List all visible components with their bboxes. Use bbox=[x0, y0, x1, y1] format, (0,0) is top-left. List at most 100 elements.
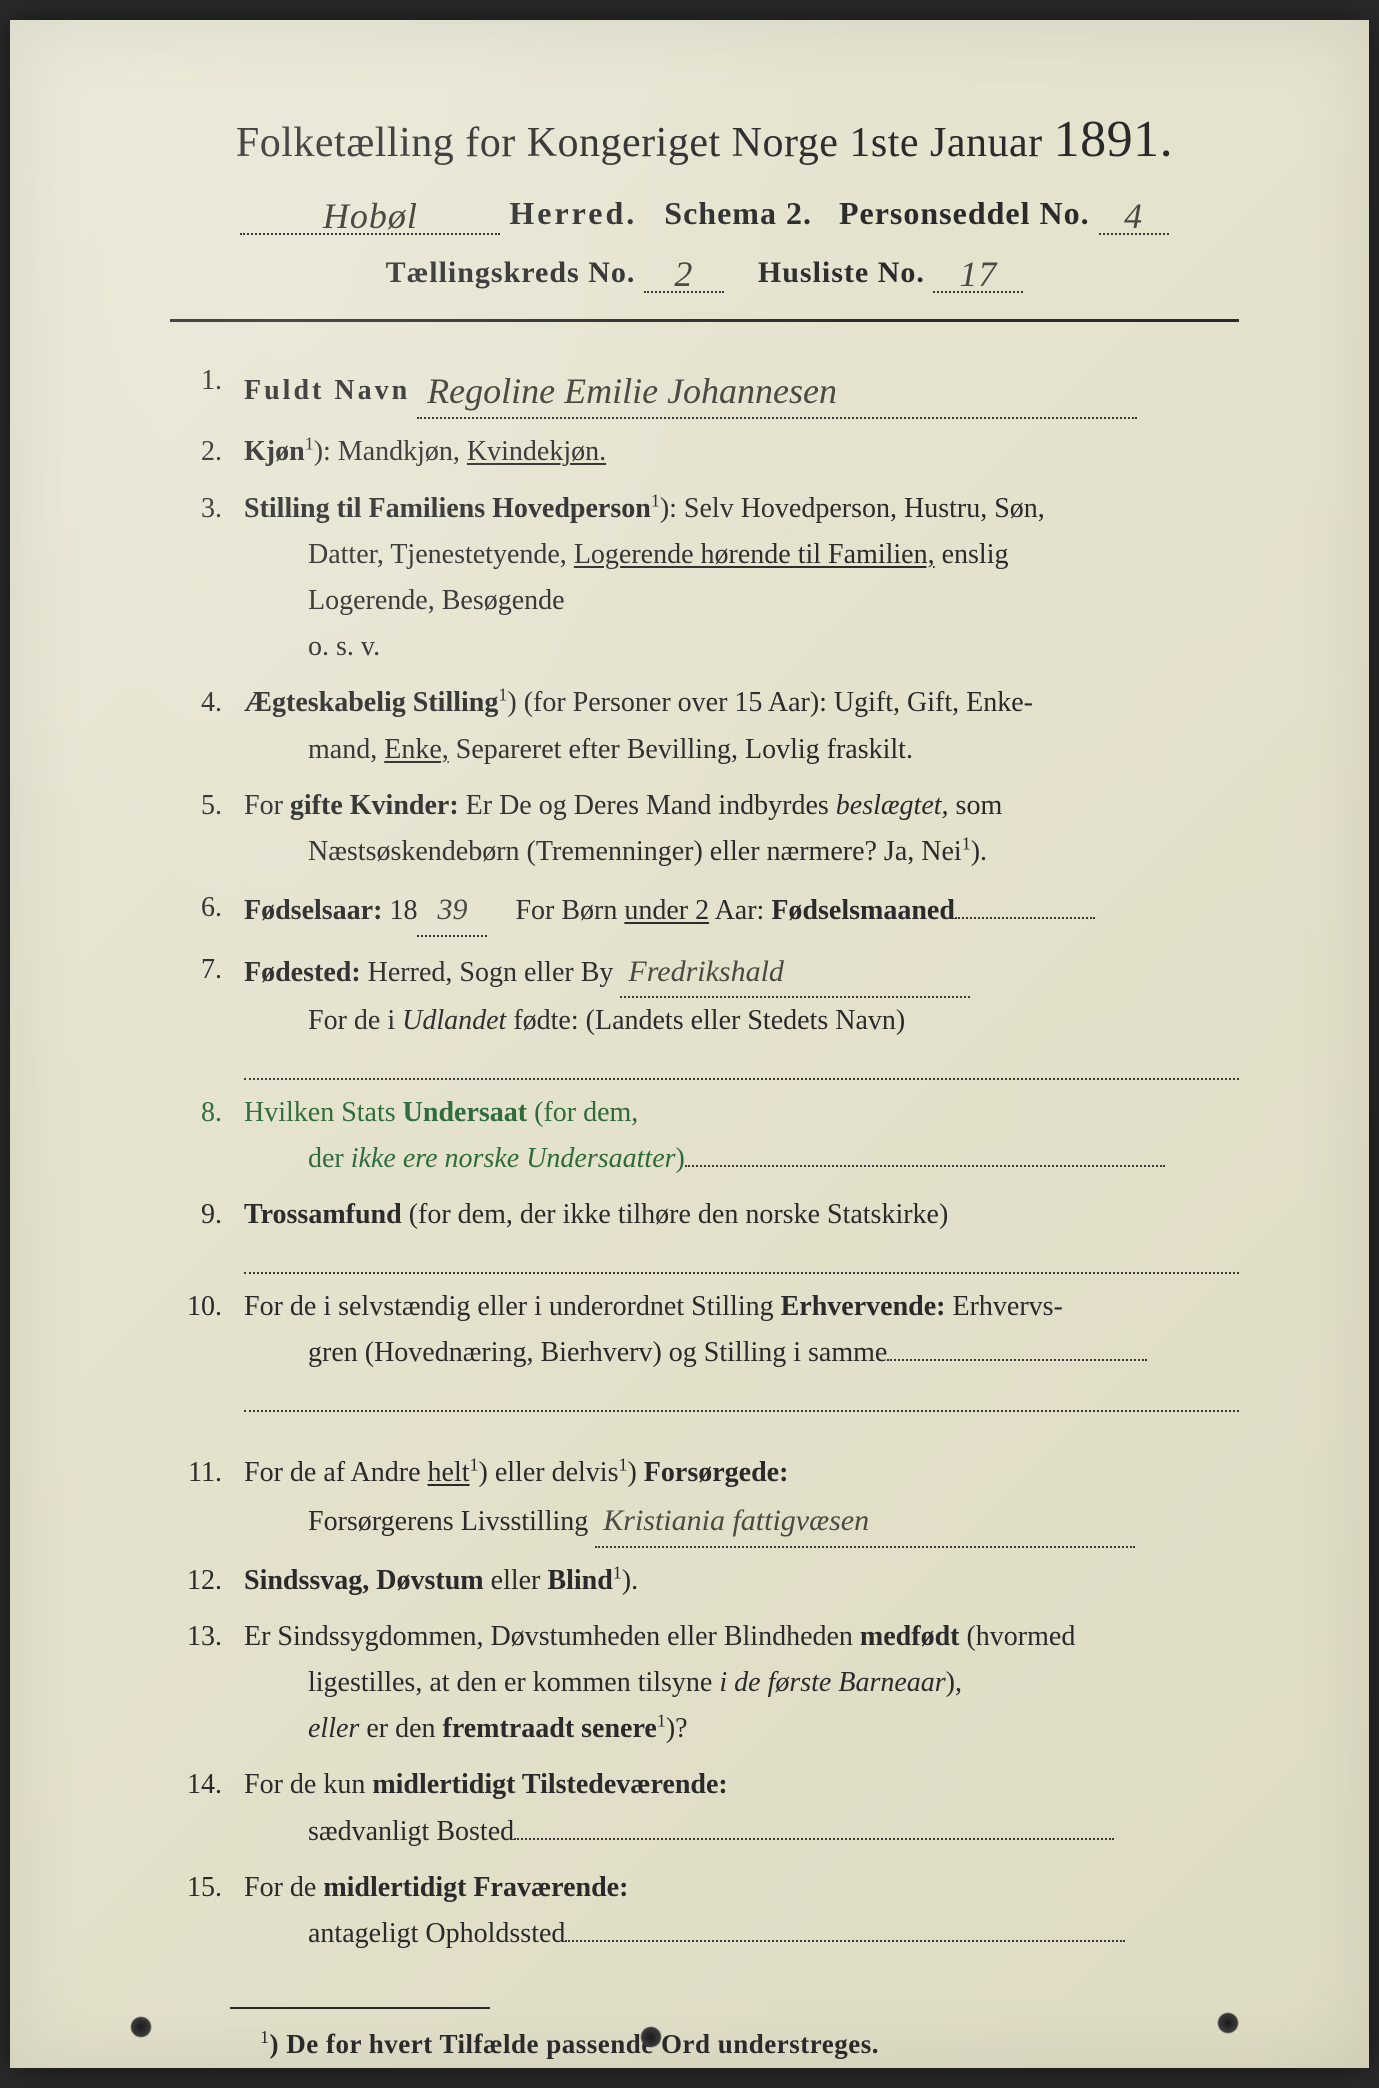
selected-relation: Logerende hørende til Familien, bbox=[574, 539, 935, 570]
line2: Forsørgerens Livsstilling Kristiania fat… bbox=[244, 1496, 1239, 1548]
spacer bbox=[180, 1422, 1239, 1450]
husliste-value: 17 bbox=[959, 254, 997, 294]
provider-field: Kristiania fattigvæsen bbox=[595, 1496, 1135, 1548]
label: Ægteskabelig Stilling bbox=[244, 687, 498, 718]
husliste-label: Husliste No. bbox=[758, 256, 925, 289]
kreds-field: 2 bbox=[644, 249, 724, 293]
item-num: 15. bbox=[180, 1865, 244, 1957]
provider-value: Kristiania fattigvæsen bbox=[603, 1504, 869, 1537]
item-12: 12. Sindssvag, Døvstum eller Blind1). bbox=[180, 1558, 1239, 1604]
kreds-value: 2 bbox=[674, 254, 693, 294]
item-num: 1. bbox=[180, 358, 244, 419]
item-num: 10. bbox=[180, 1284, 244, 1376]
herred-label: Herred. bbox=[509, 195, 637, 231]
item-14: 14. For de kun midlertidigt Tilstedevære… bbox=[180, 1762, 1239, 1854]
paper-hole-icon bbox=[1217, 2012, 1239, 2034]
personseddel-label: Personseddel No. bbox=[839, 195, 1090, 231]
item-body: Fødselsaar: 1839 For Børn under 2 Aar: F… bbox=[244, 885, 1239, 937]
item-num: 4. bbox=[180, 680, 244, 772]
title-year: 1891. bbox=[1054, 111, 1174, 168]
line2: sædvanligt Bosted bbox=[244, 1809, 1239, 1855]
line2: mand, Enke, Separeret efter Bevilling, L… bbox=[244, 727, 1239, 773]
line2: ligestilles, at den er kommen tilsyne i … bbox=[244, 1660, 1239, 1706]
item-body: For de kun midlertidigt Tilstedeværende:… bbox=[244, 1762, 1239, 1854]
label: Fødested: bbox=[244, 957, 361, 988]
item-num: 5. bbox=[180, 783, 244, 875]
item-5: 5. For gifte Kvinder: Er De og Deres Man… bbox=[180, 783, 1239, 875]
line2: Næstsøskendebørn (Tremenninger) eller næ… bbox=[244, 829, 1239, 875]
item-9-blank bbox=[244, 1248, 1239, 1274]
subtitle-line-2: Tællingskreds No. 2 Husliste No. 17 bbox=[170, 249, 1239, 293]
form-header: Folketælling for Kongeriget Norge 1ste J… bbox=[170, 110, 1239, 322]
selected-sex: Kvindekjøn. bbox=[467, 436, 606, 467]
item-num: 9. bbox=[180, 1192, 244, 1238]
form-items: 1. Fuldt Navn Regoline Emilie Johannesen… bbox=[170, 358, 1239, 1957]
item-6: 6. Fødselsaar: 1839 For Børn under 2 Aar… bbox=[180, 885, 1239, 937]
item-body: For de af Andre helt1) eller delvis1) Fo… bbox=[244, 1450, 1239, 1548]
text: ): Mandkjøn, bbox=[314, 436, 467, 467]
item-num: 3. bbox=[180, 486, 244, 671]
footnote-rule bbox=[230, 2007, 490, 2009]
item-13: 13. Er Sindssygdommen, Døvstumheden elle… bbox=[180, 1614, 1239, 1753]
birthplace-value: Fredrikshald bbox=[628, 955, 784, 988]
label: Fødselsaar: bbox=[244, 895, 382, 926]
name-value: Regoline Emilie Johannesen bbox=[427, 371, 837, 411]
item-10: 10. For de i selvstændig eller i underor… bbox=[180, 1284, 1239, 1376]
item-body: For de midlertidigt Fraværende: antageli… bbox=[244, 1865, 1239, 1957]
item-7: 7. Fødested: Herred, Sogn eller By Fredr… bbox=[180, 947, 1239, 1045]
line3: Logerende, Besøgende bbox=[244, 578, 1239, 624]
whereabouts-field bbox=[565, 1940, 1125, 1942]
item-1: 1. Fuldt Navn Regoline Emilie Johannesen bbox=[180, 358, 1239, 419]
item-4: 4. Ægteskabelig Stilling1) (for Personer… bbox=[180, 680, 1239, 772]
label: Stilling til Familiens Hovedperson bbox=[244, 493, 651, 524]
footnote-sup: 1 bbox=[260, 2027, 270, 2047]
header-rule bbox=[170, 319, 1239, 322]
occupation-field bbox=[887, 1359, 1147, 1361]
husliste-field: 17 bbox=[933, 249, 1023, 293]
item-body: Ægteskabelig Stilling1) (for Personer ov… bbox=[244, 680, 1239, 772]
item-body: Kjøn1): Mandkjøn, Kvindekjøn. bbox=[244, 429, 1239, 475]
line4: o. s. v. bbox=[244, 624, 1239, 670]
item-body: Sindssvag, Døvstum eller Blind1). bbox=[244, 1558, 1239, 1604]
line2: gren (Hovednæring, Bierhverv) og Stillin… bbox=[244, 1330, 1239, 1376]
item-num: 2. bbox=[180, 429, 244, 475]
title-text: Folketælling for Kongeriget Norge 1ste J… bbox=[236, 120, 1043, 166]
footnote: 1) De for hvert Tilfælde passende Ord un… bbox=[260, 2027, 1239, 2060]
item-15: 15. For de midlertidigt Fraværende: anta… bbox=[180, 1865, 1239, 1957]
item-num: 6. bbox=[180, 885, 244, 937]
herred-field: Hobøl bbox=[240, 191, 500, 235]
birthmonth-field bbox=[955, 917, 1095, 919]
birthplace-field: Fredrikshald bbox=[620, 947, 970, 999]
schema-label: Schema 2. bbox=[664, 195, 812, 231]
line2: antageligt Opholdssted bbox=[244, 1911, 1239, 1957]
item-body: Trossamfund (for dem, der ikke tilhøre d… bbox=[244, 1192, 1239, 1238]
line2: der ikke ere norske Undersaatter) bbox=[244, 1136, 1239, 1182]
line3: eller er den fremtraadt senere1)? bbox=[244, 1706, 1239, 1752]
item-body: Hvilken Stats Undersaat (for dem, der ik… bbox=[244, 1090, 1239, 1182]
label: Kjøn bbox=[244, 436, 305, 467]
paper-hole-icon bbox=[130, 2016, 152, 2038]
line2: For de i Udlandet fødte: (Landets eller … bbox=[244, 998, 1239, 1044]
text: ) (for Personer over 15 Aar): Ugift, Gif… bbox=[507, 687, 1033, 718]
item-9: 9. Trossamfund (for dem, der ikke tilhør… bbox=[180, 1192, 1239, 1238]
item-7-blank bbox=[244, 1054, 1239, 1080]
paper-hole-icon bbox=[640, 2026, 662, 2048]
main-title: Folketælling for Kongeriget Norge 1ste J… bbox=[170, 110, 1239, 169]
item-num: 11. bbox=[180, 1450, 244, 1548]
citizenship-field bbox=[685, 1165, 1165, 1167]
birthyear-value: 39 bbox=[437, 893, 467, 926]
item-2: 2. Kjøn1): Mandkjøn, Kvindekjøn. bbox=[180, 429, 1239, 475]
selected-marital: Enke, bbox=[384, 734, 449, 765]
label: Fuldt Navn bbox=[244, 375, 410, 406]
item-3: 3. Stilling til Familiens Hovedperson1):… bbox=[180, 486, 1239, 671]
subtitle-line-1: Hobøl Herred. Schema 2. Personseddel No.… bbox=[170, 191, 1239, 235]
item-num: 12. bbox=[180, 1558, 244, 1604]
personseddel-field: 4 bbox=[1099, 191, 1169, 235]
line2: Datter, Tjenestetyende, Logerende hørend… bbox=[244, 532, 1239, 578]
item-body: For gifte Kvinder: Er De og Deres Mand i… bbox=[244, 783, 1239, 875]
item-body: Fødested: Herred, Sogn eller By Fredriks… bbox=[244, 947, 1239, 1045]
birthyear-field: 39 bbox=[417, 885, 487, 937]
sup: 1 bbox=[305, 434, 314, 454]
personseddel-value: 4 bbox=[1124, 196, 1143, 236]
residence-field bbox=[514, 1838, 1114, 1840]
